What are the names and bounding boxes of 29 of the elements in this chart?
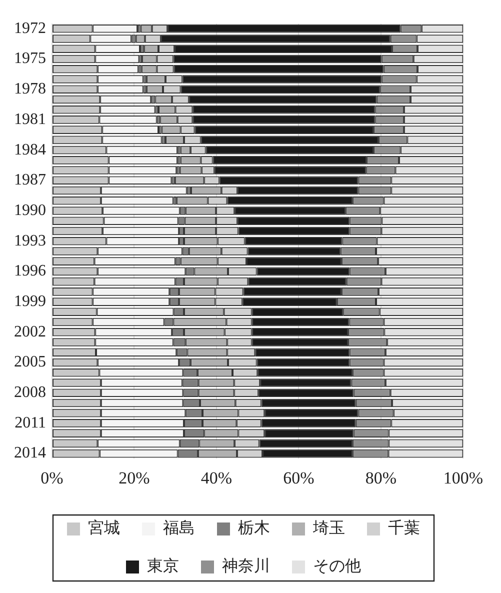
legend-label: 千葉 [388, 518, 420, 538]
x-tick-label: 80% [365, 468, 397, 488]
legend-label: 福島 [163, 518, 195, 538]
y-tick-label: 1993 [14, 232, 46, 250]
legend-label: 神奈川 [222, 556, 270, 576]
legend-label: 宮城 [88, 518, 120, 538]
y-tick-label: 2011 [14, 414, 46, 432]
y-tick-label: 2014 [14, 444, 46, 462]
x-tick-label: 0% [40, 468, 64, 488]
legend-label: その他 [313, 556, 361, 576]
y-tick-label: 2005 [14, 354, 46, 371]
y-tick-label: 1996 [14, 262, 46, 280]
legend-label: 埼玉 [312, 518, 345, 538]
y-tick-label: 2002 [14, 323, 46, 340]
y-tick-label: 2008 [14, 384, 46, 402]
x-tick-label: 60% [283, 468, 314, 488]
y-tick-label: 1999 [14, 293, 46, 310]
x-tick-label: 20% [118, 468, 150, 488]
x-tick-label: 40% [200, 468, 232, 488]
y-tick-label: 1990 [14, 202, 46, 219]
y-tick-label: 1978 [14, 80, 46, 98]
y-tick-label: 1975 [14, 50, 46, 68]
legend-label: 東京 [147, 556, 179, 576]
y-tick-label: 1987 [14, 172, 46, 189]
x-tick-label: 100% [443, 468, 484, 488]
y-tick-label: 1972 [14, 20, 46, 37]
y-tick-label: 1984 [14, 141, 46, 158]
y-tick-label: 1981 [14, 110, 46, 128]
legend-label: 栃木 [238, 518, 270, 538]
